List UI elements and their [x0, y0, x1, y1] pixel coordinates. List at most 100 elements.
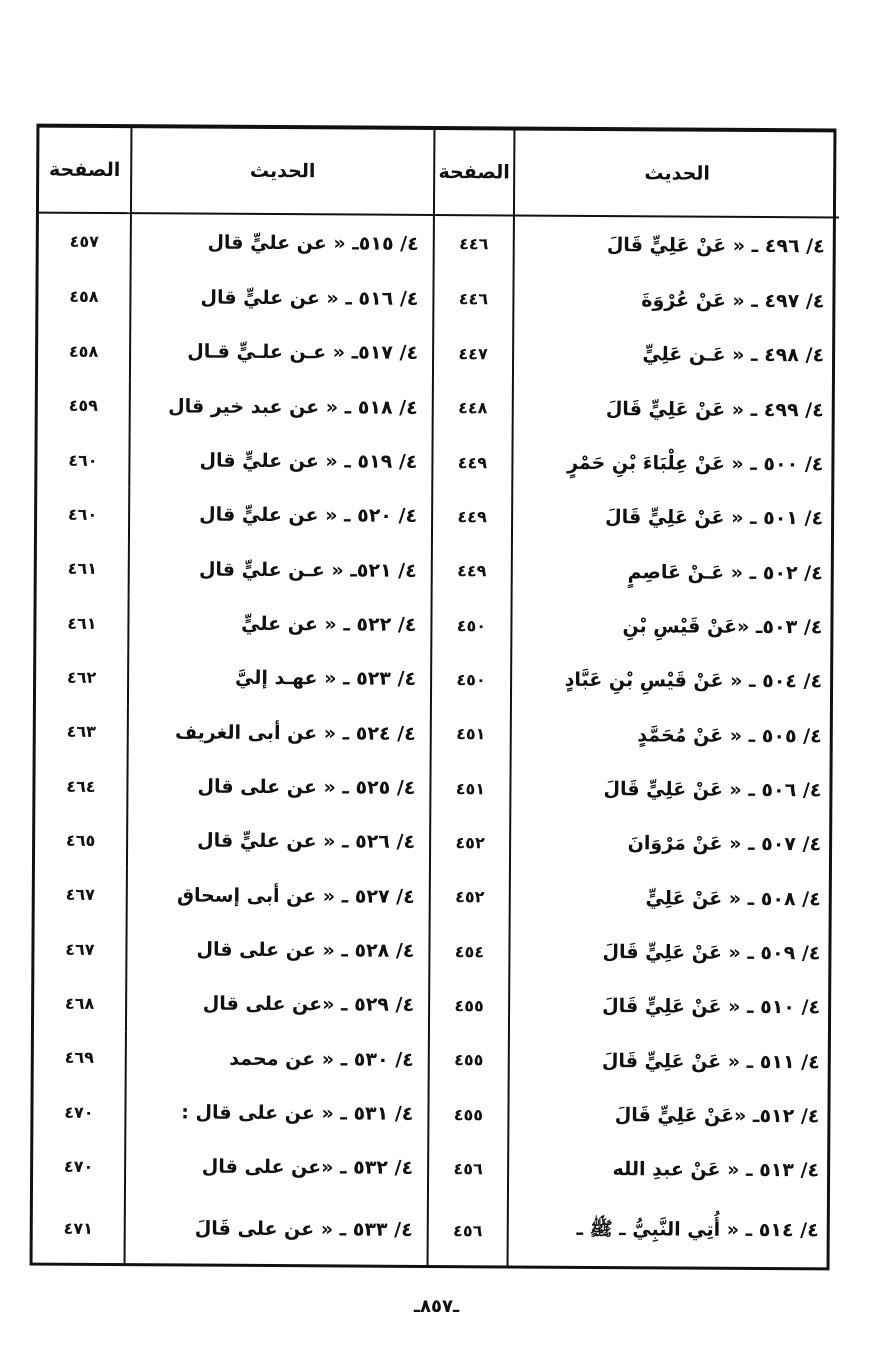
index-table-frame: الحديث الصفحة الحديث الصفحة ٤/ ٤٩٦ ـ « ع… — [29, 123, 840, 1271]
left-hadith-cell: ٤/ ٥٢٩ ـ «عن على قال — [125, 976, 430, 1033]
left-hadith-cell: ٤/ ٥٢٢ ـ « عن عليٍّ — [128, 596, 432, 653]
left-hadith-cell: ٤/ ٥١٧ـ « عـن علـيٍّ قـال — [129, 324, 434, 381]
left-page-cell: ٤٧١ — [63, 1218, 93, 1238]
left-hadith-cell: ٤/ ٥٢٠ ـ « عن عليٍّ قال — [128, 487, 433, 544]
table-row: ٤/ ٥٠٤ ـ « عَنْ قَيْسِ بْنِ عَبَّادٍ ٤٥٠ ٤… — [36, 650, 837, 710]
right-hadith-cell: ٤/ ٥٠٥ ـ « عَنْ مُحَمَّدٍ — [510, 707, 836, 764]
header-page-right: الصفحة — [433, 129, 515, 216]
right-hadith-cell: ٤/ ٥١٤ ـ « أُتِي النَّبِيُّ ـ ﷺ ـ — [507, 1196, 833, 1268]
right-hadith-cell: ٤/ ٥٠١ ـ « عَنْ عَلِيٍّ قَالَ — [511, 489, 838, 546]
hadith-index-table: الحديث الصفحة الحديث الصفحة ٤/ ٤٩٦ ـ « ع… — [33, 127, 840, 1268]
right-page-cell: ٤٥٥ — [428, 1086, 509, 1142]
table-row: ٤/ ٥٠٠ ـ « عَنْ عِلْبَاءَ بْنِ حَمْرٍ ٤٤٩… — [37, 432, 838, 492]
right-hadith-cell: ٤/ ٥١٢ـ «عَنْ عَلِيٍّ قَالَ — [508, 1087, 834, 1144]
right-hadith-cell: ٤/ ٥٠٩ ـ « عَنْ عَلِيٍّ قَالَ — [509, 924, 835, 981]
right-hadith-cell: ٤/ ٥٠٠ ـ « عَنْ عِلْبَاءَ بْنِ حَمْرٍ — [512, 435, 838, 492]
table-row: ٤/ ٤٩٩ ـ « عَنْ عَلِيٍّ قَالَ ٤٤٨ ٤/ ٥١٨ ـ… — [38, 378, 838, 438]
right-page-cell: ٤٥١ — [430, 760, 511, 816]
table-row: ٤/ ٥٠٣ـ «عَنْ قَيْسِ بْنِ ٤٥٠ ٤/ ٥٢٢ ـ « ع… — [36, 595, 837, 655]
left-hadith-cell: ٤/ ٥٣٢ ـ «عن على قال — [124, 1139, 429, 1196]
right-hadith-cell: ٤/ ٥٠٨ ـ « عَنْ عَلِيٍّ — [509, 870, 835, 927]
right-page-cell: ٤٥٦ — [427, 1141, 509, 1197]
left-hadith-cell: ٤/ ٥١٦ ـ « عن عليٍّ قال — [130, 269, 434, 327]
right-page-cell: ٤٥٦ — [427, 1195, 508, 1266]
left-hadith-cell: ٤/ ٥١٥ـ « عن عليٍّ قال — [130, 213, 434, 272]
left-page-cell: ٤٦٨ — [64, 993, 95, 1013]
right-page-cell: ٤٤٩ — [432, 434, 513, 490]
table-row: ٤/ ٥١٣ ـ « عَنْ عبدِ الله ٤٥٦ ٤/ ٥٣٢ ـ «عن… — [33, 1139, 834, 1199]
left-page-cell: ٤٦٧ — [65, 939, 95, 959]
right-page-cell: ٤٤٦ — [433, 271, 514, 327]
right-page-cell: ٤٤٩ — [431, 543, 512, 599]
left-hadith-cell: ٤/ ٥٣٣ ـ « عن على قَالَ — [124, 1193, 428, 1265]
table-row: ٤/ ٥١٤ ـ « أُتِي النَّبِيُّ ـ ﷺ ـ ٤٥٦ ٤/ ٥… — [33, 1193, 833, 1268]
right-hadith-cell: ٤/ ٥٠٦ ـ « عَنْ عَلِيٍّ قَالَ — [510, 761, 836, 818]
table-row: ٤/ ٥١٢ـ «عَنْ عَلِيٍّ قَالَ ٤٥٥ ٤/ ٥٣١ ـ «… — [33, 1085, 834, 1144]
right-page-cell: ٤٥٢ — [429, 869, 510, 925]
left-hadith-cell: ٤/ ٥٢٧ ـ « عن أبى إسحاق — [126, 867, 430, 924]
right-page-cell: ٤٥٠ — [430, 652, 512, 708]
left-page-cell: ٤٦٤ — [66, 776, 96, 796]
left-page-cell: ٤٦٢ — [66, 667, 97, 687]
left-page-cell: ٤٦١ — [67, 613, 97, 633]
left-page-cell: ٤٦٩ — [64, 1048, 94, 1068]
right-page-cell: ٤٥١ — [430, 706, 511, 762]
table-row: ٤/ ٥٠٢ ـ « عَـنْ عَاصِمٍ ٤٤٩ ٤/ ٥٢١ـ « عـن… — [37, 541, 837, 601]
left-hadith-cell: ٤/ ٥٢٦ ـ « عن عليٍّ قال — [126, 813, 431, 870]
right-hadith-cell: ٤/ ٥١٣ ـ « عَنْ عبدِ الله — [507, 1141, 834, 1199]
left-hadith-cell: ٤/ ٥٢٥ ـ « عن على قال — [127, 759, 431, 816]
table-row: ٤/ ٥٠٨ ـ « عَنْ عَلِيٍّ ٤٥٢ ٤/ ٥٢٧ ـ « عن … — [35, 867, 835, 927]
left-hadith-cell: ٤/ ٥١٨ ـ « عن عبد خير قال — [129, 378, 433, 435]
table-row: ٤/ ٤٩٧ ـ « عَنْ عُرْوَةَ ٤٤٦ ٤/ ٥١٦ ـ « عن… — [38, 269, 839, 329]
right-hadith-cell: ٤/ ٥٠٢ ـ « عَـنْ عَاصِمٍ — [511, 544, 837, 601]
left-page-cell: ٤٦٠ — [68, 450, 98, 470]
right-page-cell: ٤٥٥ — [428, 1032, 509, 1088]
table-row: ٤/ ٥١٠ ـ « عَنْ عَلِيٍّ قَالَ ٤٥٥ ٤/ ٥٢٩ ـ… — [34, 976, 835, 1036]
right-hadith-cell: ٤/ ٤٩٨ ـ « عَـن عَلِيٍّ — [512, 326, 839, 383]
right-page-cell: ٤٥٥ — [428, 978, 510, 1034]
right-hadith-cell: ٤/ ٥٠٣ـ «عَنْ قَيْسِ بْنِ — [511, 598, 837, 655]
table-row: ٤/ ٥٠٥ ـ « عَنْ مُحَمَّدٍ ٤٥١ ٤/ ٥٢٤ ـ « ع… — [36, 704, 836, 764]
right-hadith-cell: ٤/ ٥١٠ ـ « عَنْ عَلِيٍّ قَالَ — [508, 978, 835, 1036]
right-hadith-cell: ٤/ ٤٩٧ ـ « عَنْ عُرْوَةَ — [513, 272, 839, 329]
right-hadith-cell: ٤/ ٥٠٧ ـ « عَنْ مَرْوَانَ — [509, 815, 836, 873]
left-page-cell: ٤٦٥ — [65, 830, 96, 850]
left-page-cell: ٤٧٠ — [64, 1102, 94, 1122]
header-row: الحديث الصفحة الحديث الصفحة — [38, 127, 840, 218]
left-page-cell: ٤٦٣ — [66, 721, 96, 742]
left-hadith-cell: ٤/ ٥٣٠ ـ « عن محمد — [125, 1030, 429, 1087]
header-page-left: الصفحة — [38, 127, 132, 214]
table-row: ٤/ ٥٠٧ ـ « عَنْ مَرْوَانَ ٤٥٢ ٤/ ٥٢٦ ـ « ع… — [35, 813, 836, 873]
left-page-cell: ٤٥٨ — [68, 341, 99, 361]
right-page-cell: ٤٥٢ — [429, 815, 511, 871]
left-page-cell: ٤٦٠ — [67, 504, 98, 524]
table-row: ٤/ ٥٠٦ ـ « عَنْ عَلِيٍّ قَالَ ٤٥١ ٤/ ٥٢٥ ـ… — [35, 758, 836, 818]
right-hadith-cell: ٤/ ٥١١ ـ « عَنْ عَلِيٍّ قَالَ — [508, 1033, 834, 1090]
page-number: ـ٨٥٧ـ — [413, 1296, 460, 1317]
right-hadith-cell: ٤/ ٥٠٤ ـ « عَنْ قَيْسِ بْنِ عَبَّادٍ — [510, 652, 837, 710]
left-hadith-cell: ٤/ ٥٢١ـ « عـن عليٍّ قال — [128, 541, 432, 598]
left-hadith-cell: ٤/ ٥٣١ ـ « عن على قال : — [125, 1085, 429, 1142]
right-hadith-cell: ٤/ ٤٩٦ ـ « عَنْ عَلِيٍّ قَالَ — [513, 215, 839, 275]
left-hadith-cell: ٤/ ٥٢٨ ـ « عن على قال — [126, 922, 430, 979]
right-page-cell: ٤٤٦ — [433, 214, 514, 273]
left-page-cell: ٤٥٧ — [69, 232, 99, 252]
right-page-cell: ٤٥٤ — [429, 923, 510, 979]
left-hadith-cell: ٤/ ٥٢٤ ـ « عن أبى الغريف — [127, 704, 431, 761]
table-row: ٤/ ٥٠٩ ـ « عَنْ عَلِيٍّ قَالَ ٤٥٤ ٤/ ٥٢٨ ـ… — [34, 922, 835, 981]
right-page-cell: ٤٤٩ — [431, 489, 513, 545]
table-row: ٤/ ٤٩٨ ـ « عَـن عَلِيٍّ ٤٤٧ ٤/ ٥١٧ـ « عـن … — [38, 324, 839, 383]
right-hadith-cell: ٤/ ٤٩٩ ـ « عَنْ عَلِيٍّ قَالَ — [512, 380, 838, 438]
left-hadith-cell: ٤/ ٥١٩ ـ « عن عليٍّ قال — [129, 432, 433, 490]
right-page-cell: ٤٤٧ — [432, 326, 514, 381]
left-page-cell: ٤٦٧ — [65, 885, 95, 905]
right-page-cell: ٤٥٠ — [431, 597, 512, 653]
header-hadith-left: الحديث — [130, 128, 435, 215]
left-page-cell: ٤٧٠ — [63, 1156, 94, 1176]
right-page-cell: ٤٤٨ — [432, 380, 513, 436]
left-hadith-cell: ٤/ ٥٢٣ ـ « عهـد إليَّ — [127, 650, 432, 707]
left-page-cell: ٤٦١ — [67, 558, 97, 579]
table-row: ٤/ ٥٠١ ـ « عَنْ عَلِيٍّ قَالَ ٤٤٩ ٤/ ٥٢٠ ـ… — [37, 487, 838, 546]
left-page-cell: ٤٥٨ — [69, 287, 99, 307]
table-row: ٤/ ٥١١ ـ « عَنْ عَلِيٍّ قَالَ ٤٥٥ ٤/ ٥٣٠ ـ… — [34, 1030, 834, 1090]
